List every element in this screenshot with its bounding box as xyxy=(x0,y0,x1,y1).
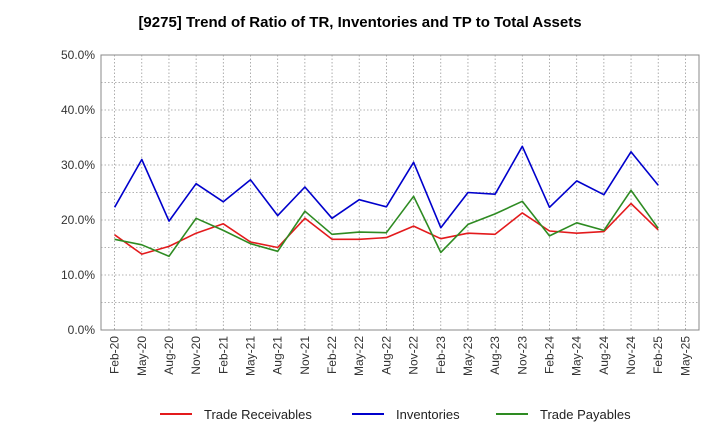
series-line-trade-payables xyxy=(114,189,659,258)
y-tick-label: 0.0% xyxy=(68,323,96,337)
legend-label: Trade Payables xyxy=(540,407,631,422)
grid xyxy=(100,54,700,331)
legend: Trade Receivables Inventories Trade Payabl… xyxy=(160,407,631,422)
x-tick-label: May-25 xyxy=(678,336,692,376)
y-tick-label: 20.0% xyxy=(61,213,95,227)
chart-title: [9275] Trend of Ratio of TR, Inventories… xyxy=(138,14,582,31)
x-tick-label: Aug-21 xyxy=(271,336,285,375)
y-tick-label: 50.0% xyxy=(61,48,95,62)
x-tick-label: Nov-21 xyxy=(298,336,312,375)
x-tick-label: Feb-24 xyxy=(543,336,557,374)
x-tick-label: May-20 xyxy=(135,336,149,376)
x-tick-label: Nov-22 xyxy=(407,336,421,375)
x-tick-label: Feb-21 xyxy=(216,336,230,374)
x-axis-ticks: Feb-20 May-20 Aug-20 Nov-20 Feb-21 May-21 Aug-… xyxy=(108,336,693,376)
x-tick-label: Aug-22 xyxy=(379,336,393,375)
x-tick-label: Nov-24 xyxy=(624,336,638,375)
x-tick-label: May-24 xyxy=(570,336,584,376)
legend-label: Trade Receivables xyxy=(204,407,312,422)
y-tick-label: 30.0% xyxy=(61,158,95,172)
series-line-inventories xyxy=(113,145,659,229)
x-tick-label: Feb-23 xyxy=(434,336,448,374)
x-tick-label: Nov-20 xyxy=(189,336,203,375)
series-line-trade-receivables xyxy=(114,202,659,255)
series-lines xyxy=(113,145,659,258)
y-tick-label: 10.0% xyxy=(61,268,95,282)
y-tick-label: 40.0% xyxy=(61,103,95,117)
x-tick-label: Aug-24 xyxy=(597,336,611,375)
x-tick-label: Nov-23 xyxy=(515,336,529,375)
x-tick-label: Aug-20 xyxy=(162,336,176,375)
y-axis-ticks: 0.0% 10.0% 20.0% 30.0% 40.0% 50.0% xyxy=(61,48,95,337)
x-tick-label: Feb-22 xyxy=(325,336,339,374)
x-tick-label: May-22 xyxy=(352,336,366,376)
x-tick-label: Aug-23 xyxy=(488,336,502,375)
legend-label: Inventories xyxy=(396,407,460,422)
x-tick-label: Feb-20 xyxy=(108,336,122,374)
x-tick-label: Feb-25 xyxy=(651,336,665,374)
x-tick-label: May-23 xyxy=(461,336,475,376)
x-tick-label: May-21 xyxy=(244,336,258,376)
